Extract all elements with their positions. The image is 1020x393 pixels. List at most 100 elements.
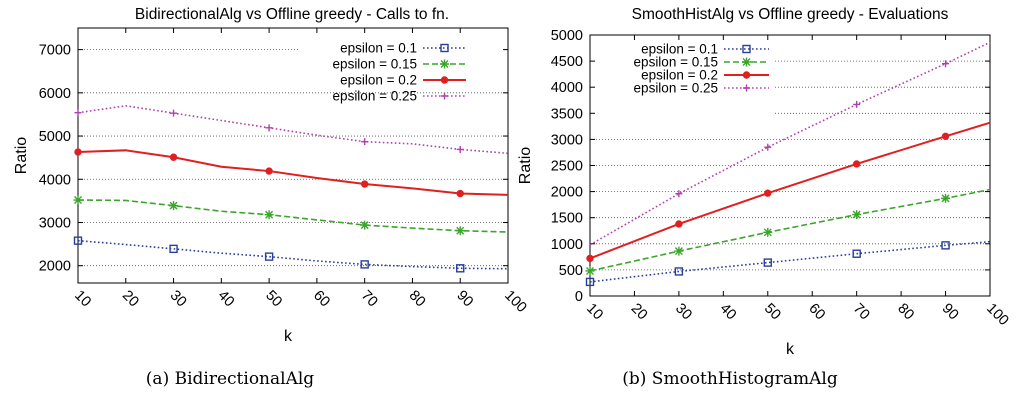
series-2	[74, 148, 509, 198]
legend-label: epsilon = 0.1	[641, 42, 718, 57]
x-tick-label: 50	[262, 288, 285, 311]
y-axis-label: Ratio	[13, 137, 30, 174]
y-tick-label: 4500	[551, 54, 583, 70]
x-tick-label: 80	[406, 288, 429, 311]
x-tick-label: 40	[717, 301, 740, 324]
x-tick-label: 20	[628, 301, 651, 324]
data-point-square	[742, 44, 751, 54]
series-1	[585, 188, 991, 276]
data-point-circle	[675, 220, 683, 228]
x-tick-label: 100	[501, 288, 529, 316]
data-point-square	[73, 236, 83, 245]
data-point-square	[169, 244, 178, 254]
x-tick-label: 70	[358, 288, 381, 311]
x-tick-label: 30	[167, 288, 190, 311]
x-tick-label: 40	[215, 288, 238, 311]
data-point-square	[440, 43, 449, 53]
data-point-star	[440, 59, 449, 69]
y-tick-label: 2000	[39, 259, 71, 275]
series-line	[589, 121, 991, 260]
x-tick-label: 90	[453, 288, 476, 311]
series-0	[73, 236, 509, 273]
x-tick-label: 70	[850, 301, 873, 324]
x-axis-label: k	[786, 341, 795, 358]
legend-label: epsilon = 0.25	[333, 89, 417, 104]
series-line	[77, 239, 509, 270]
series-line	[77, 149, 509, 196]
data-point-plus	[361, 138, 369, 146]
data-point-square	[360, 260, 369, 269]
data-point-star	[941, 193, 951, 203]
data-point-square	[585, 277, 595, 287]
data-point-star	[742, 57, 751, 67]
data-point-star	[852, 210, 862, 220]
x-tick-label: 50	[761, 301, 784, 324]
data-point-plus	[675, 190, 683, 198]
x-tick-label: 60	[310, 288, 333, 311]
series-line	[77, 199, 509, 233]
data-point-circle	[74, 148, 82, 156]
chart-b: SmoothHistAlg vs Offline greedy - Evalua…	[517, 6, 1012, 389]
y-tick-label: 7000	[39, 43, 71, 59]
chart-title: BidirectionalAlg vs Offline greedy - Cal…	[135, 6, 449, 23]
data-point-circle	[852, 160, 861, 168]
y-tick-label: 3000	[551, 132, 583, 148]
series-line	[77, 104, 509, 155]
data-point-circle	[941, 132, 950, 140]
series-line	[589, 188, 991, 272]
data-point-circle	[440, 76, 449, 84]
series-3	[74, 104, 509, 155]
legend-label: epsilon = 0.1	[340, 41, 417, 56]
data-point-circle	[169, 153, 178, 161]
legend-label: epsilon = 0.2	[641, 68, 718, 83]
y-tick-label: 1000	[551, 237, 583, 253]
data-point-star	[763, 227, 773, 237]
series-line	[589, 240, 991, 283]
data-point-circle	[265, 167, 273, 175]
series-line	[589, 41, 991, 246]
y-tick-label: 3000	[39, 215, 71, 231]
x-tick-label: 10	[71, 288, 94, 311]
data-point-star	[360, 220, 370, 230]
data-point-plus	[170, 109, 178, 117]
data-point-square	[264, 252, 274, 261]
x-tick-label: 90	[939, 301, 962, 324]
y-tick-label: 4000	[39, 172, 71, 188]
series-3	[589, 41, 991, 246]
data-point-star	[169, 201, 179, 211]
data-point-circle	[456, 189, 464, 198]
figure-caption: (b) SmoothHistogramAlg	[622, 369, 838, 389]
y-axis-label: Ratio	[517, 147, 534, 184]
data-point-star	[455, 226, 465, 236]
legend-label: epsilon = 0.15	[634, 55, 718, 70]
x-tick-label: 30	[672, 301, 695, 324]
data-point-square	[763, 258, 772, 267]
data-point-plus	[265, 124, 273, 132]
x-tick-label: 60	[805, 301, 828, 324]
legend-label: epsilon = 0.2	[340, 73, 417, 88]
plot-frame	[589, 34, 991, 297]
chart-title: SmoothHistAlg vs Offline greedy - Evalua…	[632, 6, 949, 23]
data-point-star	[264, 210, 274, 220]
data-point-square	[674, 267, 684, 276]
series-1	[73, 195, 509, 236]
data-point-square	[941, 241, 950, 250]
y-tick-label: 2500	[551, 159, 583, 175]
series-0	[585, 240, 991, 287]
series-2	[586, 121, 991, 263]
data-point-star	[585, 266, 595, 276]
data-point-circle	[764, 189, 772, 197]
y-tick-label: 1500	[551, 211, 583, 227]
y-tick-label: 3500	[551, 106, 583, 122]
figure-caption: (a) BidirectionalAlg	[146, 369, 314, 389]
x-axis-label: k	[284, 328, 293, 345]
x-tick-label: 10	[583, 301, 606, 324]
data-point-star	[674, 246, 684, 256]
data-point-plus	[853, 100, 861, 108]
y-tick-label: 0	[575, 289, 583, 305]
legend-label: epsilon = 0.15	[333, 57, 417, 72]
data-point-plus	[942, 60, 950, 68]
data-point-circle	[742, 71, 751, 79]
